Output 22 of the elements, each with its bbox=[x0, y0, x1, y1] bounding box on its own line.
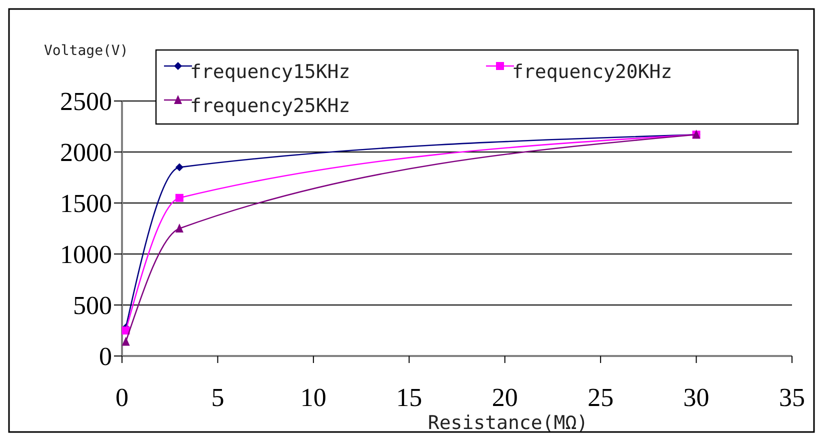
x-tick-label: 20 bbox=[492, 383, 518, 412]
y-tick-label: 0 bbox=[99, 342, 112, 372]
x-tick-label: 5 bbox=[211, 383, 224, 412]
x-tick-label: 15 bbox=[396, 383, 422, 412]
point bbox=[175, 163, 184, 172]
y-tick-label: 1000 bbox=[60, 240, 112, 270]
x-tick-label: 25 bbox=[588, 383, 614, 412]
y-tick-label: 1500 bbox=[60, 189, 112, 218]
y-tick-label: 2000 bbox=[60, 138, 112, 168]
y-tick-label: 500 bbox=[73, 291, 112, 320]
point bbox=[175, 224, 184, 232]
point bbox=[175, 194, 184, 202]
y-tick-label: 2500 bbox=[60, 87, 112, 116]
point bbox=[122, 336, 130, 346]
x-tick-label: 35 bbox=[779, 383, 805, 412]
legend-label: frequency25KHz bbox=[190, 95, 350, 117]
x-tick-label: 10 bbox=[300, 383, 326, 412]
x-axis-title: Resistance(MΩ) bbox=[428, 412, 588, 434]
x-tick-label: 30 bbox=[683, 383, 710, 412]
y-axis-title: Voltage(V) bbox=[44, 43, 128, 59]
legend-label: frequency15KHz bbox=[190, 61, 350, 83]
legend-label: frequency20KHz bbox=[512, 61, 672, 83]
